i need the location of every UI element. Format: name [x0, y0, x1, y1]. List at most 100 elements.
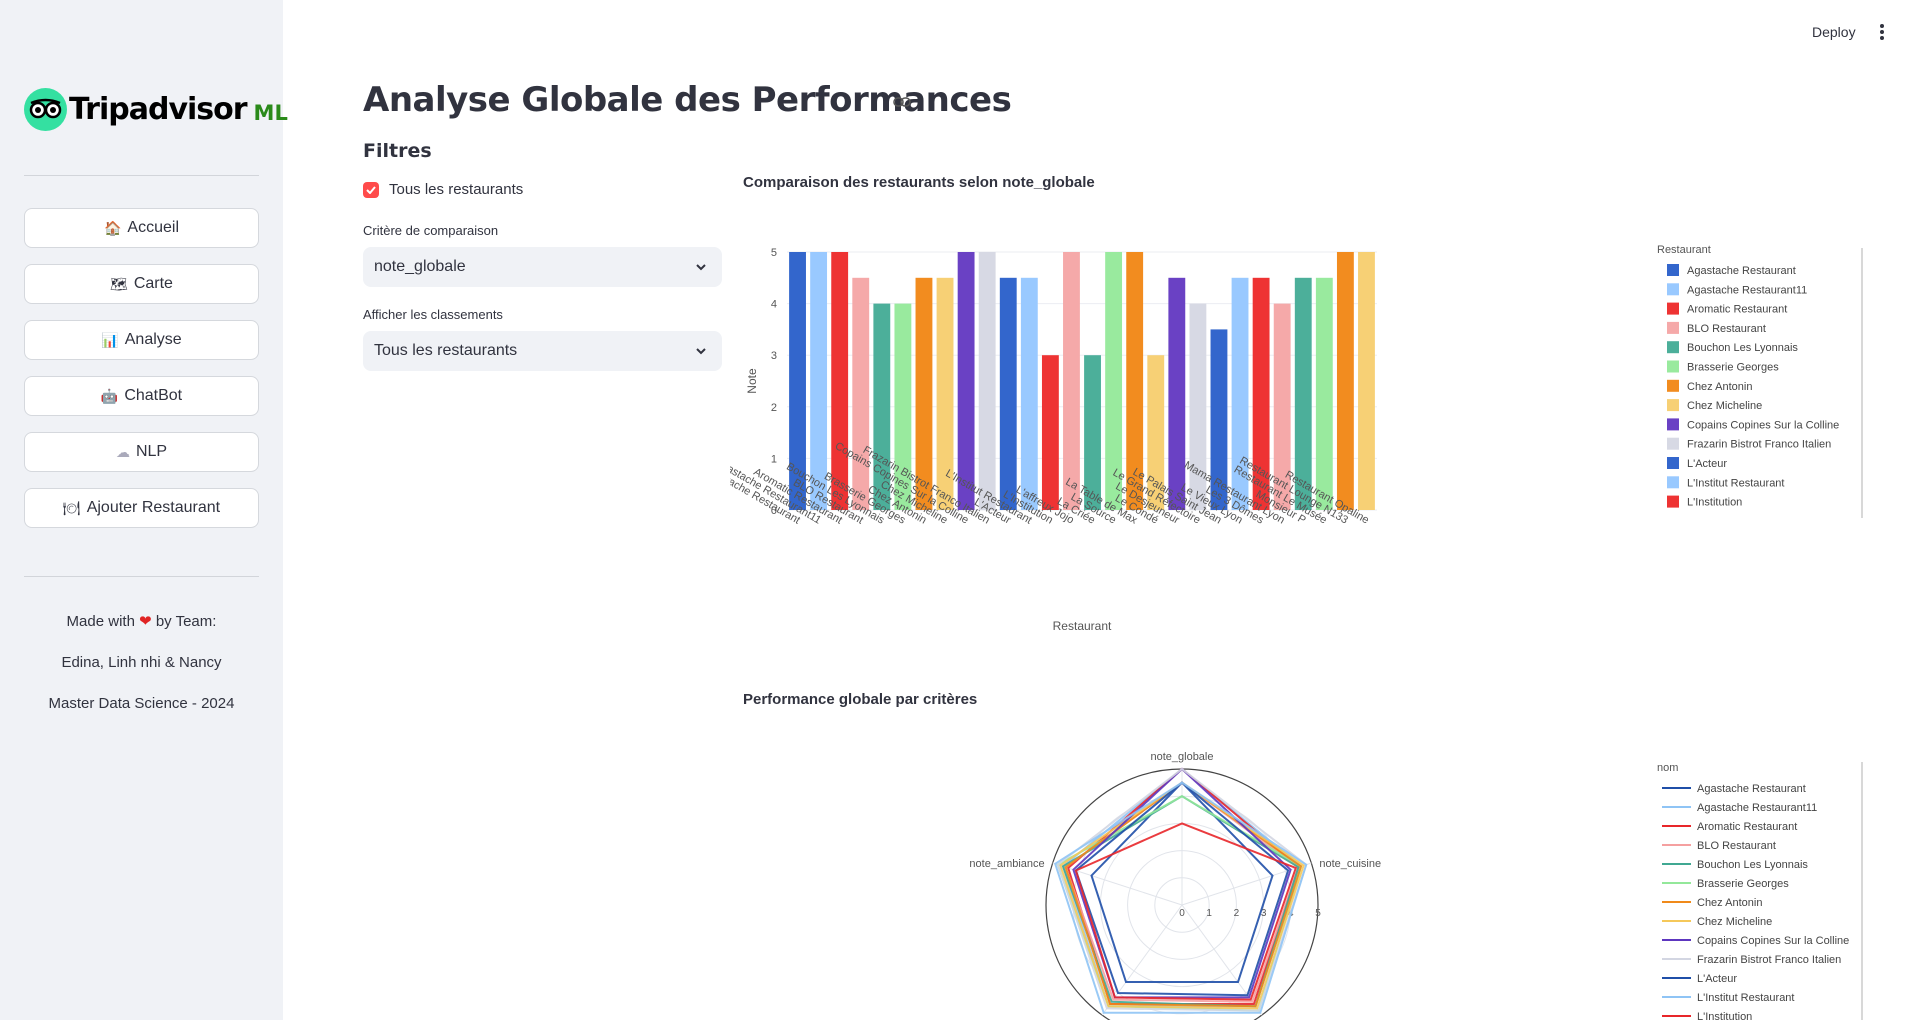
ranking-value: Tous les restaurants	[374, 342, 518, 359]
legend-item: L'Institution	[1697, 1011, 1752, 1020]
bar	[789, 252, 806, 510]
sidebar-item-accueil[interactable]: 🏠 Accueil	[24, 208, 259, 248]
sidebar-item-nlp[interactable]: ☁ NLP	[24, 432, 259, 472]
y-axis-label: Note	[745, 368, 759, 394]
legend-item: Chez Micheline	[1697, 916, 1772, 928]
sidebar-item-ajouter-restaurant[interactable]: 🍽 Ajouter Restaurant	[24, 488, 259, 528]
bar-chart-icon: 📊	[101, 331, 119, 348]
sidebar-item-label: ChatBot	[124, 387, 183, 404]
y-tick-label: 5	[771, 247, 777, 259]
legend-item: Bouchon Les Lyonnais	[1687, 342, 1798, 354]
legend-title: Restaurant	[1657, 244, 1711, 256]
legend-item: Brasserie Georges	[1687, 362, 1779, 374]
bar	[1105, 252, 1123, 510]
plate-icon: 🍽	[62, 499, 81, 516]
checkbox-label: Tous les restaurants	[389, 181, 524, 198]
bar	[1084, 355, 1101, 510]
deploy-button[interactable]: Deploy	[1812, 24, 1856, 40]
legend-swatch	[1667, 437, 1679, 450]
bar	[1294, 277, 1312, 510]
criterion-select[interactable]: note_globale	[363, 247, 722, 287]
sidebar-item-chatbot[interactable]: 🤖 ChatBot	[24, 376, 259, 416]
radar-series-line	[1074, 822, 1298, 1001]
radial-tick-label: 5	[1315, 908, 1321, 919]
more-menu-icon[interactable]	[1874, 22, 1890, 42]
legend-item: Frazarin Bistrot Franco Italien	[1697, 954, 1841, 966]
bar	[810, 252, 828, 510]
legend-item: Aromatic Restaurant	[1697, 821, 1797, 833]
bar	[1041, 355, 1059, 510]
legend-item: Frazarin Bistrot Franco Italien	[1687, 439, 1831, 451]
radial-tick-label: 3	[1261, 908, 1267, 919]
radar-axis-label: note_ambiance	[969, 858, 1044, 870]
all-restaurants-checkbox[interactable]: Tous les restaurants	[363, 181, 523, 198]
sidebar-item-carte[interactable]: 🗺 Carte	[24, 264, 259, 304]
legend-item: Aromatic Restaurant	[1687, 304, 1787, 316]
legend-item: Brasserie Georges	[1697, 878, 1789, 890]
radar-axis-label: note_cuisine	[1319, 858, 1381, 870]
legend-item: Chez Micheline	[1687, 400, 1762, 412]
page-title: Analyse Globale des Performances	[363, 80, 1012, 120]
made-with-line: Made with ❤ by Team:	[66, 613, 217, 630]
sidebar-item-label: Carte	[133, 275, 173, 292]
legend-item: Agastache Restaurant11	[1687, 284, 1807, 296]
legend-swatch	[1667, 283, 1679, 296]
bar	[1315, 277, 1333, 510]
x-axis-label: Restaurant	[1053, 619, 1112, 633]
legend-item: L'Acteur	[1697, 973, 1737, 985]
ranking-select[interactable]: Tous les restaurants	[363, 331, 722, 371]
radial-tick-label: 0	[1179, 908, 1185, 919]
legend-item: Chez Antonin	[1687, 381, 1752, 393]
bar	[978, 252, 996, 510]
legend-swatch	[1667, 264, 1679, 276]
bar-chart-title: Comparaison des restaurants selon note_g…	[743, 174, 1095, 191]
heart-icon: ❤	[139, 613, 152, 630]
anchor-link-icon[interactable]	[893, 96, 911, 108]
team-names: Edina, Linh nhi & Nancy	[61, 654, 222, 671]
criterion-label: Critère de comparaison	[363, 223, 499, 238]
bar	[1210, 329, 1228, 510]
legend-item: L'Institut Restaurant	[1697, 992, 1795, 1004]
radar-chart-title: Performance globale par critères	[743, 691, 978, 708]
sidebar-divider	[24, 175, 259, 176]
radar-series-line	[1064, 781, 1303, 1008]
sidebar-item-analyse[interactable]: 📊 Analyse	[24, 320, 259, 360]
y-tick-label: 2	[771, 402, 777, 414]
legend-item: Chez Antonin	[1697, 897, 1762, 909]
radar-series-line	[1072, 767, 1292, 999]
legend-item: L'Institution	[1687, 497, 1742, 509]
bar	[1126, 252, 1144, 510]
legend-item: BLO Restaurant	[1697, 840, 1776, 852]
bar	[852, 277, 870, 510]
owl-logo-icon	[24, 88, 67, 131]
checkbox-checked-icon[interactable]	[363, 181, 379, 198]
bar	[915, 277, 933, 510]
filters-heading: Filtres	[363, 140, 432, 162]
radar-axis-label: note_globale	[1150, 751, 1213, 763]
ranking-label: Afficher les classements	[363, 307, 503, 322]
bar	[999, 277, 1017, 510]
y-tick-label: 1	[771, 453, 777, 465]
legend-item: Bouchon Les Lyonnais	[1697, 859, 1808, 871]
sidebar-item-label: NLP	[135, 443, 168, 460]
criterion-value: note_globale	[374, 258, 466, 275]
legend-item: BLO Restaurant	[1687, 323, 1766, 335]
legend-swatch	[1667, 321, 1679, 334]
radar-series-line	[1059, 781, 1305, 1010]
radial-tick-label: 2	[1234, 908, 1240, 919]
sidebar: Tripadvisor ML 🏠 Accueil 🗺 Carte 📊 Analy…	[0, 0, 288, 1020]
cloud-icon: ☁	[115, 443, 130, 460]
legend-swatch	[1667, 495, 1679, 508]
legend-item: Agastache Restaurant	[1687, 265, 1796, 277]
legend-swatch	[1667, 399, 1679, 412]
chevron-down-icon	[696, 264, 706, 271]
bar	[1063, 252, 1080, 510]
y-tick-label: 3	[771, 350, 777, 362]
brand-suffix: ML	[253, 100, 288, 125]
legend-item: Copains Copines Sur la Colline	[1687, 419, 1839, 431]
sidebar-item-label: Analyse	[124, 331, 182, 348]
legend-swatch	[1667, 418, 1679, 431]
bar	[831, 252, 849, 510]
tripadvisor-logo: Tripadvisor ML	[24, 88, 288, 131]
legend-swatch	[1667, 360, 1679, 373]
